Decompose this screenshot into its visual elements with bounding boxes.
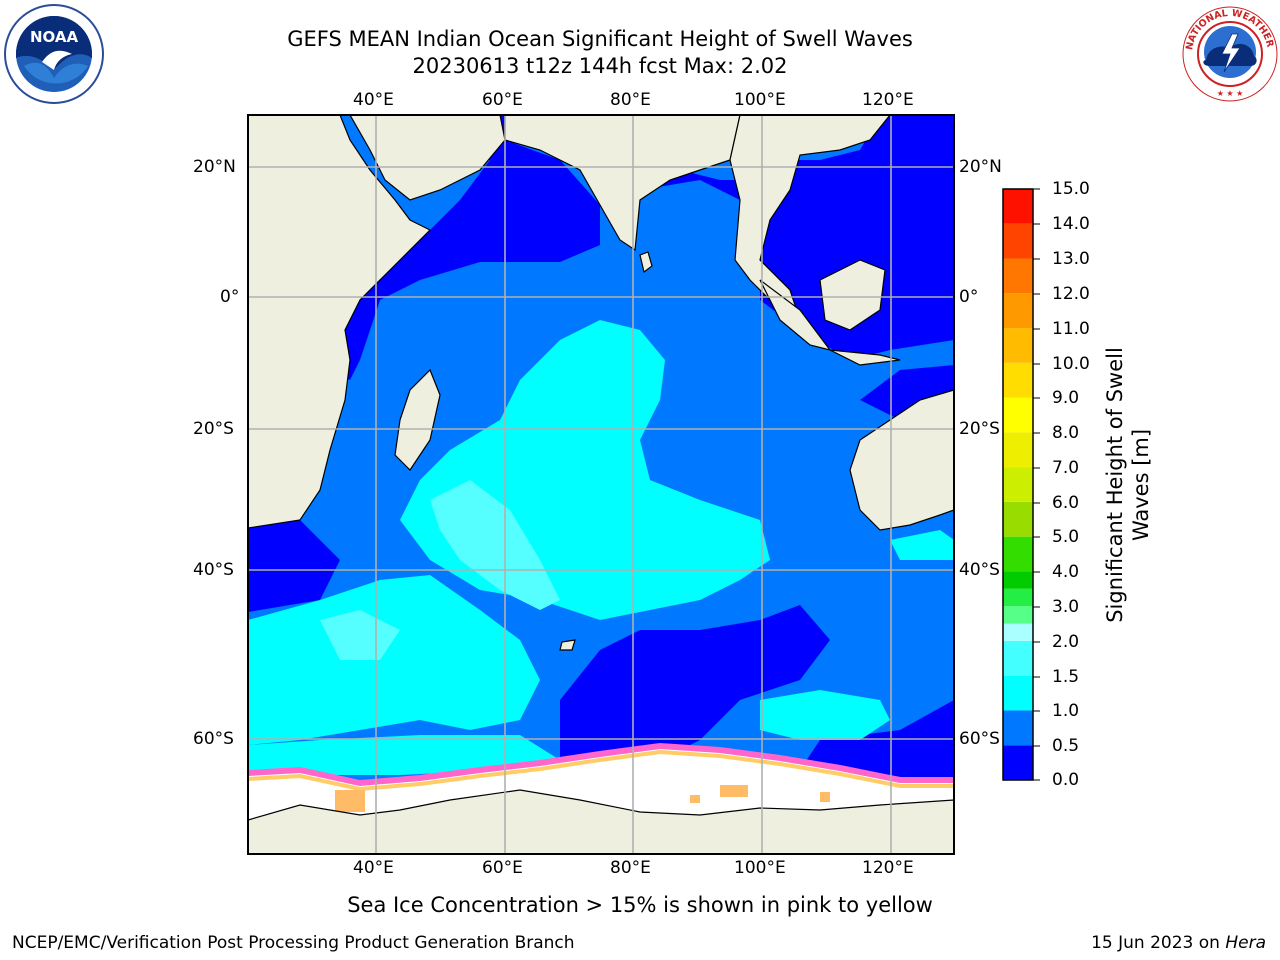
swell-zone-1.5-2.0 [320, 480, 560, 660]
colorbar-segment [1003, 258, 1033, 294]
colorbar-label-line1: Significant Height of Swell [1103, 347, 1127, 623]
footer-credit: NCEP/EMC/Verification Post Processing Pr… [12, 933, 575, 953]
colorbar-segment [1003, 675, 1033, 711]
colorbar-segment [1003, 606, 1033, 624]
footer-date-text: 15 Jun 2023 on [1091, 933, 1226, 953]
colorbar-tick: 14.0 [1052, 214, 1090, 234]
colorbar-segment [1003, 501, 1033, 537]
colorbar [1003, 189, 1033, 780]
lat-tick-left: 60°S [193, 729, 234, 749]
colorbar-tick: 1.5 [1052, 667, 1080, 687]
colorbar-segment [1003, 189, 1033, 224]
lon-tick-bottom: 60°E [482, 858, 523, 878]
colorbar-segment [1003, 588, 1033, 607]
colorbar-segment [1003, 745, 1033, 780]
lat-tick-left: 40°S [193, 560, 234, 580]
colorbar-label-line2: Waves [m] [1129, 428, 1153, 542]
lon-tick-top: 60°E [482, 90, 523, 110]
lat-tick-left: 20°N [193, 157, 236, 177]
footer-date: 15 Jun 2023 on Hera [1091, 933, 1266, 953]
map-gridlines [248, 115, 954, 854]
colorbar-tick: 11.0 [1052, 319, 1090, 339]
lat-tick-right: 0° [959, 287, 979, 307]
lon-tick-top: 120°E [862, 90, 914, 110]
lat-tick-right: 40°S [959, 560, 1000, 580]
colorbar-segment [1003, 710, 1033, 746]
map-frame [247, 114, 955, 855]
lat-tick-right: 20°S [959, 419, 1000, 439]
noaa-logo-text: NOAA [30, 28, 79, 46]
lon-tick-bottom: 100°E [734, 858, 786, 878]
colorbar-tick: 2.0 [1052, 632, 1080, 652]
colorbar-segment [1003, 571, 1033, 589]
colorbar-tick: 9.0 [1052, 388, 1080, 408]
colorbar-tick: 5.0 [1052, 527, 1080, 547]
colorbar-tick: 0.0 [1052, 770, 1080, 790]
colorbar-tick: 8.0 [1052, 423, 1080, 443]
colorbar-frame [1002, 188, 1034, 781]
lat-tick-left: 0° [220, 287, 240, 307]
lon-tick-top: 80°E [610, 90, 651, 110]
colorbar-segment [1003, 328, 1033, 363]
colorbar-segment [1003, 362, 1033, 398]
sea-ice-note: Sea Ice Concentration > 15% is shown in … [347, 893, 933, 917]
svg-text:★ ★ ★: ★ ★ ★ [1217, 89, 1244, 98]
colorbar-segment [1003, 536, 1033, 572]
colorbar-tick: 0.5 [1052, 736, 1080, 756]
colorbar-tick: 7.0 [1052, 458, 1080, 478]
lat-tick-right: 60°S [959, 729, 1000, 749]
lat-tick-left: 20°S [193, 419, 234, 439]
map-title: GEFS MEAN Indian Ocean Significant Heigh… [287, 27, 913, 51]
lon-tick-bottom: 40°E [353, 858, 394, 878]
lon-tick-bottom: 120°E [862, 858, 914, 878]
colorbar-tick: 6.0 [1052, 493, 1080, 513]
colorbar-tick: 12.0 [1052, 284, 1090, 304]
colorbar-segment [1003, 640, 1033, 676]
colorbar-segment [1003, 223, 1033, 259]
colorbar-segment [1003, 397, 1033, 433]
sea-ice-edge-pink [248, 742, 954, 787]
colorbar-tick: 10.0 [1052, 354, 1090, 374]
land [248, 115, 954, 854]
colorbar-tick: 1.0 [1052, 701, 1080, 721]
colorbar-tick: 3.0 [1052, 597, 1080, 617]
colorbar-tick: 15.0 [1052, 179, 1090, 199]
lon-tick-bottom: 80°E [610, 858, 651, 878]
colorbar-segment [1003, 432, 1033, 468]
lat-tick-right: 20°N [959, 157, 1002, 177]
colorbar-segment [1003, 467, 1033, 502]
colorbar-tick: 13.0 [1052, 249, 1090, 269]
colorbar-segment [1003, 623, 1033, 641]
map-subtitle: 20230613 t12z 144h fcst Max: 2.02 [412, 54, 788, 78]
colorbar-segment [1003, 293, 1033, 329]
national-weather-service-logo: NATIONAL WEATHER SERVICE ★ ★ ★ [1180, 4, 1278, 102]
colorbar-tick: 4.0 [1052, 562, 1080, 582]
lon-tick-top: 40°E [353, 90, 394, 110]
noaa-logo: NOAA [4, 4, 104, 104]
footer-host: Hera [1225, 933, 1266, 953]
sea-ice-edge-yellow [248, 749, 954, 792]
lon-tick-top: 100°E [734, 90, 786, 110]
